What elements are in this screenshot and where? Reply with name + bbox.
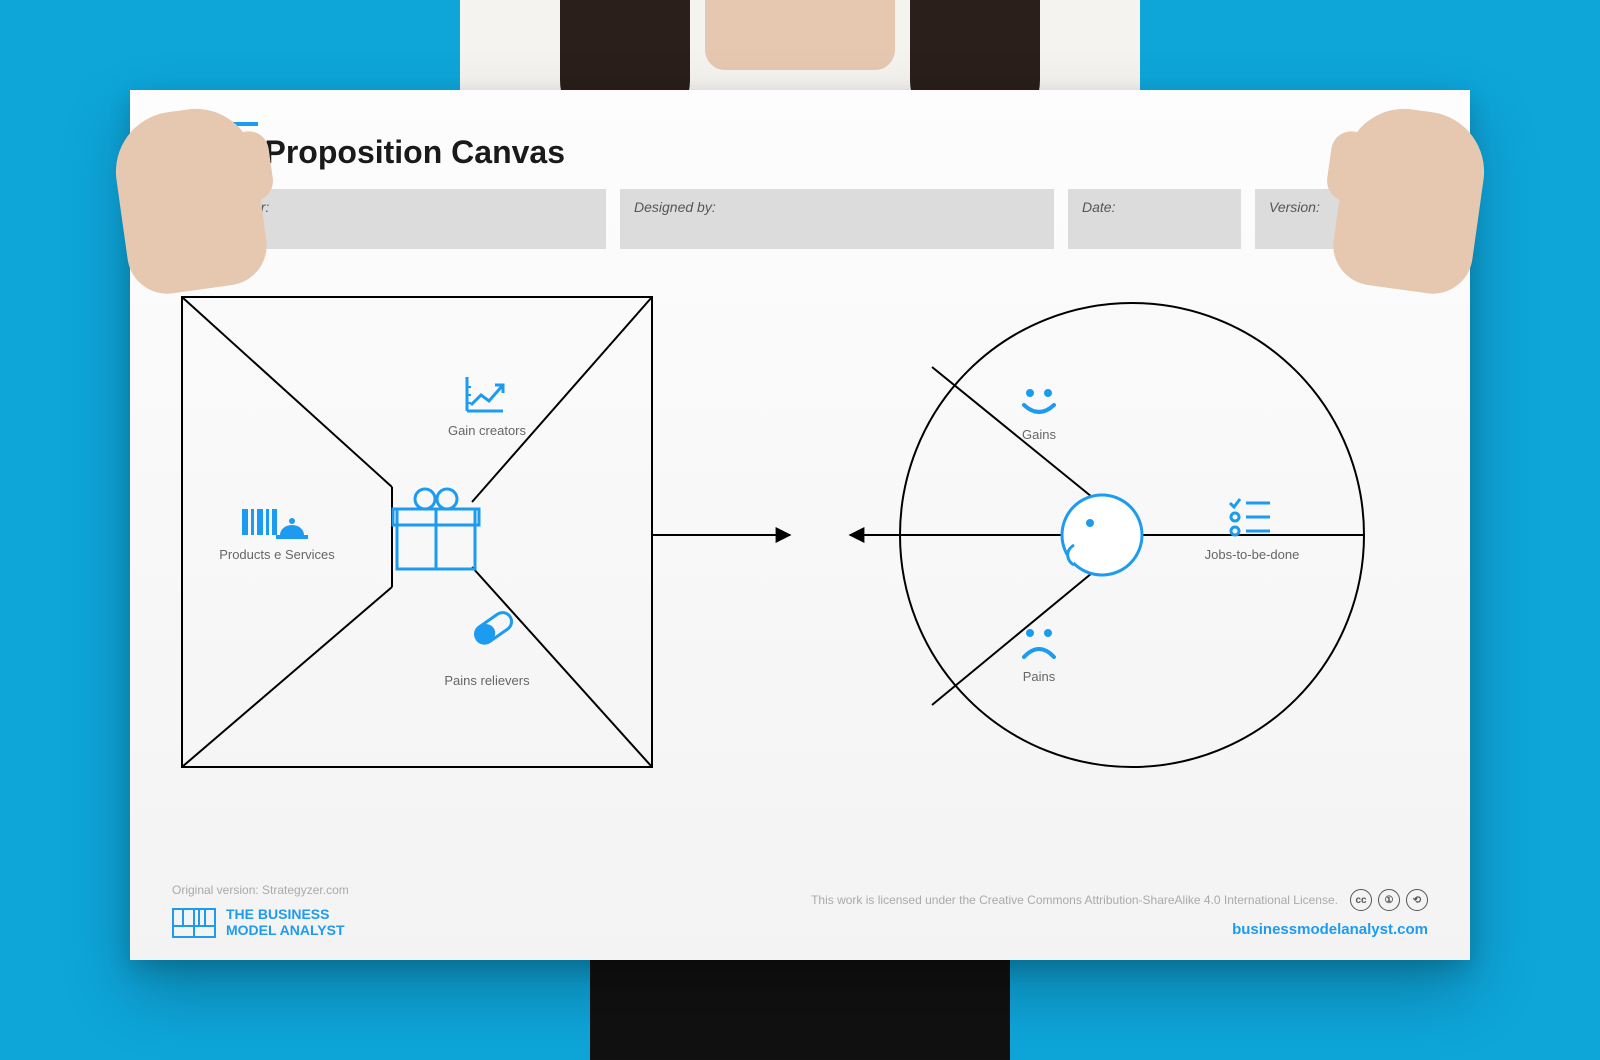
pill-icon	[472, 609, 515, 647]
canvas-poster: Value Proposition Canvas Designed for: D…	[130, 90, 1470, 960]
brand-logo-icon	[172, 908, 216, 938]
face-profile-icon	[1062, 495, 1142, 575]
label-gains: Gains	[1022, 427, 1056, 442]
cc-badge-sa: ⟲	[1406, 889, 1428, 911]
frown-icon	[1024, 629, 1054, 657]
growth-chart-icon	[467, 377, 503, 411]
attribution-text: Original version: Strategyzer.com	[172, 883, 349, 897]
value-map-square: Gain creators Products e Services	[182, 297, 652, 767]
diagram-area: Gain creators Products e Services	[172, 267, 1428, 867]
diagram-svg: Gain creators Products e Services	[172, 267, 1428, 867]
canvas-title: Value Proposition Canvas	[172, 134, 1428, 171]
person-neck	[705, 0, 895, 70]
hand-right	[1328, 101, 1492, 299]
meta-date: Date:	[1068, 189, 1241, 249]
label-gain-creators: Gain creators	[448, 423, 527, 438]
cc-badge-by: ①	[1378, 889, 1400, 911]
products-icon	[242, 509, 308, 539]
cc-badges: cc ① ⟲	[1350, 889, 1428, 911]
gift-icon	[393, 489, 479, 569]
poster-footer: Original version: Strategyzer.com THE BU…	[172, 883, 1428, 938]
label-products-services: Products e Services	[219, 547, 335, 562]
meta-designed-by: Designed by:	[620, 189, 1054, 249]
brand-block: THE BUSINESS MODEL ANALYST	[172, 907, 349, 938]
hand-left	[108, 101, 272, 299]
license-text: This work is licensed under the Creative…	[811, 893, 1338, 907]
cc-badge-cc: cc	[1350, 889, 1372, 911]
meta-row: Designed for: Designed by: Date: Version…	[172, 189, 1428, 249]
smile-icon	[1024, 389, 1054, 412]
brand-line1: THE BUSINESS	[226, 907, 345, 922]
checklist-icon	[1230, 499, 1270, 535]
brand-line2: MODEL ANALYST	[226, 923, 345, 938]
website-link: businessmodelanalyst.com	[1232, 921, 1428, 938]
label-jobs: Jobs-to-be-done	[1205, 547, 1300, 562]
label-pains: Pains	[1023, 669, 1056, 684]
label-pain-relievers: Pains relievers	[444, 673, 530, 688]
